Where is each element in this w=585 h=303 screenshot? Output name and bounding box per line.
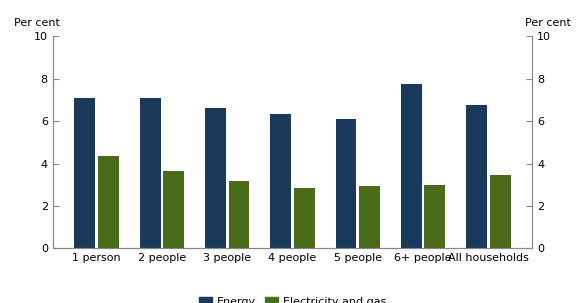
Bar — [466, 105, 487, 248]
Bar — [205, 108, 226, 248]
Bar — [270, 114, 291, 248]
Text: Per cent: Per cent — [14, 18, 60, 28]
Bar — [490, 175, 511, 248]
Bar — [401, 84, 422, 248]
Bar — [336, 119, 356, 248]
Legend: Energy, Electricity and gas: Energy, Electricity and gas — [195, 292, 390, 303]
Text: Per cent: Per cent — [525, 18, 571, 28]
Bar — [140, 98, 161, 248]
Bar — [229, 181, 249, 248]
Bar — [74, 98, 95, 248]
Bar — [424, 185, 445, 248]
Bar — [294, 188, 315, 248]
Bar — [98, 156, 119, 248]
Bar — [359, 186, 380, 248]
Bar — [163, 171, 184, 248]
